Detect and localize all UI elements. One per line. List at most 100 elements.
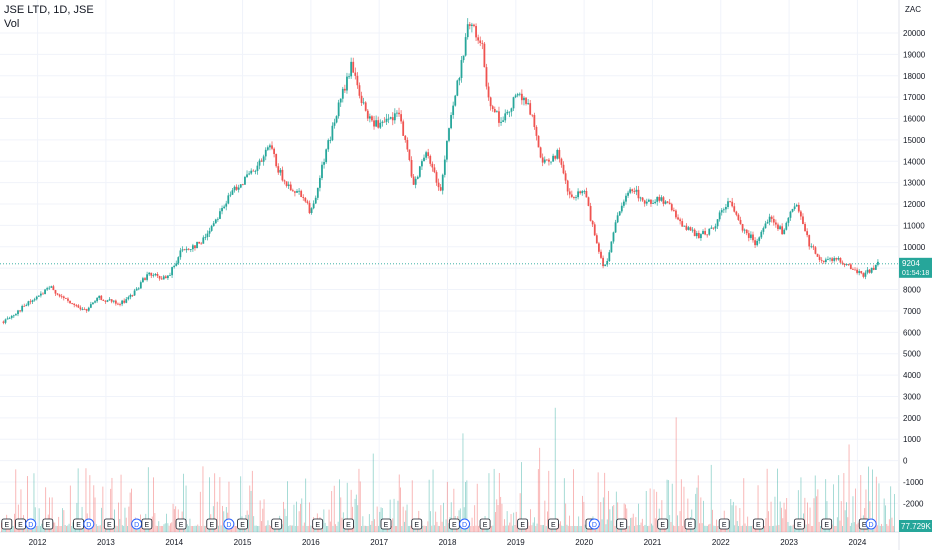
earnings-marker[interactable]: E [380, 518, 392, 530]
earnings-marker[interactable]: E [718, 518, 730, 530]
candle-body [862, 273, 865, 277]
volume-bar [878, 483, 880, 532]
candle-body [460, 60, 463, 78]
volume-bar [534, 517, 535, 532]
candle-body [456, 80, 459, 96]
volume-bar [263, 499, 265, 532]
candle-body [325, 149, 328, 163]
candle-body [837, 258, 840, 260]
candle-body [518, 93, 521, 95]
dividend-marker[interactable]: D [865, 518, 877, 530]
volume-bar [545, 525, 547, 532]
earnings-marker[interactable]: E [657, 518, 669, 530]
candle-body [868, 269, 871, 273]
earnings-marker[interactable]: E [448, 518, 460, 530]
volume-bar [214, 473, 216, 532]
volume-bar [270, 525, 271, 532]
volume-bar [869, 501, 871, 532]
candle-body [816, 253, 819, 257]
candle-body [15, 314, 17, 316]
candle-body [560, 158, 563, 165]
dividend-marker[interactable]: D [223, 518, 235, 530]
volume-bar [651, 523, 652, 532]
earnings-marker[interactable]: E [73, 518, 84, 530]
volume-bar [216, 501, 218, 532]
candle-body [479, 40, 482, 43]
volume-bar [855, 488, 856, 532]
candle-body [400, 114, 403, 122]
candle-body [264, 149, 267, 157]
volume-bar [123, 525, 125, 532]
candle-body [37, 295, 40, 297]
volume-bar [514, 524, 516, 532]
earnings-marker[interactable]: E [42, 518, 54, 530]
earnings-marker[interactable]: E [206, 518, 218, 530]
candle-body [358, 85, 361, 96]
volume-bar [612, 506, 613, 532]
earnings-marker[interactable]: E [343, 518, 354, 530]
volume-legend[interactable]: Vol [4, 18, 20, 30]
dividend-marker[interactable]: D [459, 518, 471, 530]
volume-bar [894, 494, 895, 532]
volume-bar [363, 525, 365, 532]
volume-bar [160, 525, 162, 532]
dividend-marker[interactable]: D [588, 518, 600, 530]
volume-bar [883, 498, 885, 532]
volume-bar [379, 511, 381, 532]
volume-bar [635, 517, 637, 532]
candle-body [566, 180, 569, 192]
earnings-label: E [384, 522, 389, 529]
volume-bar [584, 524, 586, 532]
candle-body [160, 278, 163, 280]
symbol-legend[interactable]: JSE LTD, 1D, JSE [4, 4, 94, 16]
earnings-marker[interactable]: E [1, 518, 13, 530]
volume-bar [813, 498, 815, 532]
candle-body [244, 176, 246, 185]
earnings-marker[interactable]: E [237, 518, 248, 530]
earnings-marker[interactable]: E [175, 518, 187, 530]
volume-bar [757, 485, 759, 532]
volume-bar [194, 525, 196, 532]
price-tick-label: 11000 [903, 221, 925, 230]
dividend-marker[interactable]: D [25, 518, 37, 530]
earnings-marker[interactable]: E [517, 518, 529, 530]
candle-body [491, 106, 494, 110]
volume-bar [401, 526, 403, 532]
earnings-marker[interactable]: E [684, 518, 696, 530]
earnings-marker[interactable]: E [271, 518, 283, 530]
earnings-marker[interactable]: E [479, 518, 491, 530]
earnings-marker[interactable]: E [752, 518, 764, 530]
volume-bar [294, 525, 296, 532]
volume-bar [63, 510, 65, 532]
candle-body [206, 233, 209, 238]
volume-bar [643, 525, 645, 532]
candle-body [462, 55, 465, 61]
earnings-marker[interactable]: E [547, 518, 559, 530]
earnings-marker[interactable]: E [411, 518, 423, 530]
earnings-marker[interactable]: E [616, 518, 628, 530]
earnings-marker[interactable]: E [821, 518, 833, 530]
volume-bar [186, 524, 188, 532]
volume-bar [784, 509, 786, 532]
volume-bar [331, 491, 333, 532]
volume-bar [875, 476, 877, 532]
volume-bar [462, 433, 464, 532]
earnings-marker[interactable]: E [793, 518, 805, 530]
candle-body [171, 267, 173, 276]
volume-bar [602, 497, 604, 532]
earnings-marker[interactable]: E [103, 518, 115, 530]
volume-bar [535, 525, 537, 532]
candle-body [791, 208, 794, 212]
volume-bar [479, 524, 481, 532]
candle-body [387, 118, 390, 120]
candle-body [718, 212, 721, 220]
volume-bar [250, 490, 252, 532]
earnings-marker[interactable]: E [141, 518, 153, 530]
volume-bar [324, 522, 326, 532]
earnings-marker[interactable]: E [312, 518, 324, 530]
dividend-marker[interactable]: D [83, 518, 95, 530]
dividend-marker[interactable]: D [131, 518, 143, 530]
dividend-label: D [869, 522, 874, 529]
earnings-marker[interactable]: E [15, 518, 26, 530]
